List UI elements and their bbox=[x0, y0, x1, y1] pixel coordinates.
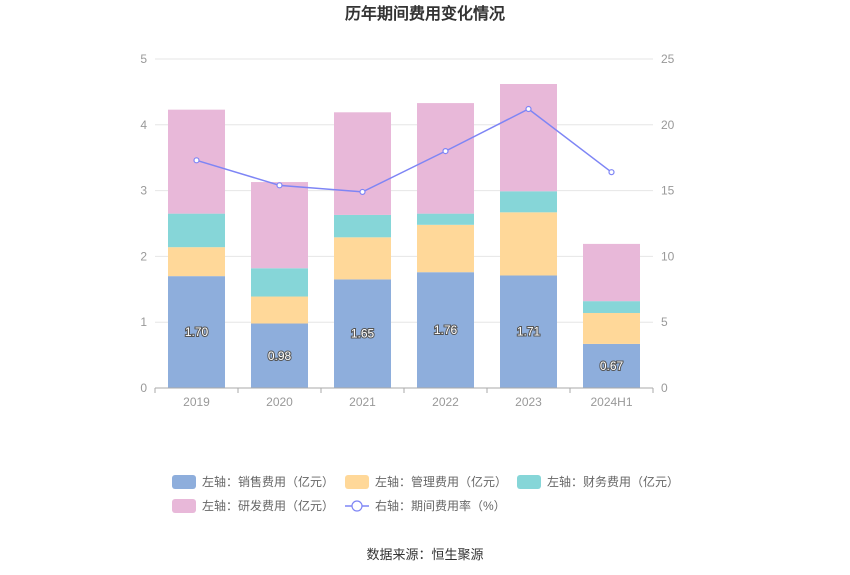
right-axis: 0 5 10 15 20 25 bbox=[661, 52, 675, 395]
right-tick-label: 10 bbox=[661, 249, 675, 263]
bar-segment-2 bbox=[251, 268, 308, 297]
rate-line-series bbox=[193, 105, 615, 196]
rate-point bbox=[525, 105, 532, 113]
x-tick-label: 2023 bbox=[515, 395, 542, 409]
bar-segment-1 bbox=[334, 237, 391, 280]
bar-value-label: 1.65 bbox=[351, 327, 375, 341]
bar-segment-1 bbox=[583, 312, 640, 344]
left-tick-label: 3 bbox=[140, 184, 147, 198]
bar-segment-1 bbox=[417, 224, 474, 273]
legend-swatch bbox=[172, 475, 196, 489]
right-tick-label: 15 bbox=[661, 184, 675, 198]
legend-marker bbox=[351, 500, 363, 512]
rate-point bbox=[608, 169, 615, 176]
bar-segment-3 bbox=[500, 84, 557, 192]
bar-segment-1 bbox=[168, 247, 225, 277]
rate-point bbox=[442, 148, 449, 155]
bar-value-label: 1.76 bbox=[434, 323, 458, 337]
rate-line bbox=[196, 108, 612, 193]
bar-segment-2 bbox=[583, 301, 640, 313]
bar-value-label: 0.67 bbox=[600, 359, 624, 373]
bar-segment-3 bbox=[251, 182, 308, 269]
legend-label: 左轴：财务费用（亿元） bbox=[547, 474, 679, 489]
left-tick-label: 2 bbox=[140, 249, 147, 263]
bar-segment-0 bbox=[168, 276, 225, 388]
x-tick-label: 2024H1 bbox=[590, 395, 632, 409]
legend-label: 左轴：管理费用（亿元） bbox=[375, 474, 507, 489]
right-tick-label: 0 bbox=[661, 381, 668, 395]
bar-segment-0 bbox=[251, 323, 308, 388]
bar-segment-1 bbox=[500, 212, 557, 276]
rate-point bbox=[359, 188, 366, 196]
bar-segment-0 bbox=[417, 272, 474, 388]
legend-label: 左轴：销售费用（亿元） bbox=[202, 474, 334, 489]
left-tick-label: 1 bbox=[140, 315, 147, 329]
bar-segment-0 bbox=[583, 343, 640, 388]
bar-data-labels: 1.70 0.98 1.65 1.76 1.71 0.67 bbox=[184, 322, 625, 374]
bar-segment-2 bbox=[334, 214, 391, 238]
bar-value-label: 1.71 bbox=[517, 325, 541, 339]
x-tick-label: 2021 bbox=[349, 395, 376, 409]
rate-point bbox=[276, 182, 283, 189]
bar-value-label: 0.98 bbox=[268, 349, 292, 363]
legend-label: 左轴：研发费用（亿元） bbox=[202, 498, 334, 513]
bar-value-label: 1.70 bbox=[185, 325, 209, 339]
legend-swatch bbox=[517, 475, 541, 489]
rate-point bbox=[193, 157, 200, 164]
right-tick-label: 25 bbox=[661, 52, 675, 66]
x-tick-label: 2020 bbox=[266, 395, 293, 409]
right-tick-label: 20 bbox=[661, 118, 675, 132]
bar-segment-3 bbox=[417, 103, 474, 214]
bar-segment-2 bbox=[500, 191, 557, 213]
x-tick-label: 2019 bbox=[183, 395, 210, 409]
left-tick-label: 0 bbox=[140, 381, 147, 395]
left-tick-label: 5 bbox=[140, 52, 147, 66]
bar-segment-1 bbox=[251, 296, 308, 324]
bar-segment-2 bbox=[417, 213, 474, 225]
bar-segment-3 bbox=[583, 243, 640, 302]
x-axis: 2019 2020 2021 2022 2023 2024H1 bbox=[154, 387, 654, 409]
legend-swatch bbox=[172, 499, 196, 513]
bar-segment-2 bbox=[168, 213, 225, 248]
left-tick-label: 4 bbox=[140, 118, 147, 132]
right-tick-label: 5 bbox=[661, 315, 668, 329]
chart-title: 历年期间费用变化情况 bbox=[345, 4, 505, 23]
source-note: 数据来源：恒生聚源 bbox=[366, 547, 483, 562]
left-axis: 0 1 2 3 4 5 bbox=[140, 52, 147, 395]
legend-swatch bbox=[345, 475, 369, 489]
legend-label: 右轴：期间费用率（%） bbox=[375, 498, 506, 513]
bar-segment-0 bbox=[500, 275, 557, 388]
bar-segment-0 bbox=[334, 279, 391, 388]
legend[interactable]: 左轴：销售费用（亿元） 左轴：管理费用（亿元） 左轴：财务费用（亿元） 左轴：研发费用… bbox=[172, 474, 679, 513]
bar-segment-3 bbox=[334, 112, 391, 215]
x-tick-label: 2022 bbox=[432, 395, 459, 409]
bar-series bbox=[168, 84, 640, 388]
gridlines bbox=[155, 58, 653, 323]
